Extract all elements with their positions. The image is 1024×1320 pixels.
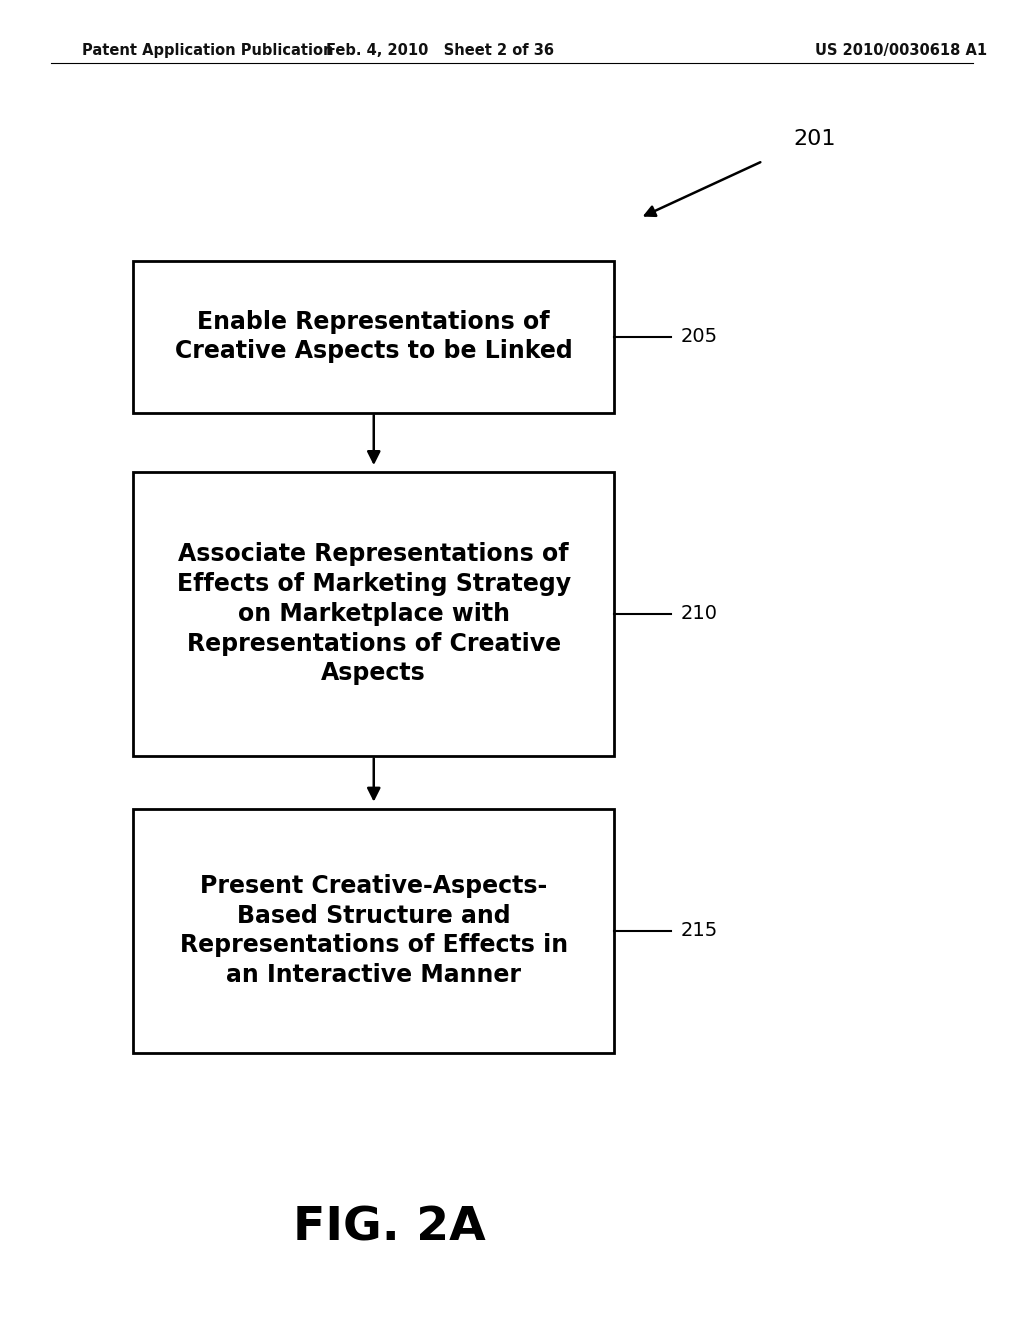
Bar [133, 808, 614, 1053]
Text: 201: 201 [794, 128, 837, 149]
Text: FIG. 2A: FIG. 2A [293, 1205, 485, 1250]
Text: US 2010/0030618 A1: US 2010/0030618 A1 [815, 42, 987, 58]
Text: 205: 205 [681, 327, 718, 346]
Text: Present Creative-Aspects-
Based Structure and
Representations of Effects in
an I: Present Creative-Aspects- Based Structur… [179, 874, 568, 987]
Text: 210: 210 [681, 605, 718, 623]
Text: Feb. 4, 2010   Sheet 2 of 36: Feb. 4, 2010 Sheet 2 of 36 [327, 42, 554, 58]
Text: Patent Application Publication: Patent Application Publication [82, 42, 334, 58]
Bar [133, 471, 614, 755]
Text: Enable Representations of
Creative Aspects to be Linked: Enable Representations of Creative Aspec… [175, 310, 572, 363]
Bar [133, 261, 614, 412]
Text: Associate Representations of
Effects of Marketing Strategy
on Marketplace with
R: Associate Representations of Effects of … [177, 543, 570, 685]
Text: 215: 215 [681, 921, 718, 940]
